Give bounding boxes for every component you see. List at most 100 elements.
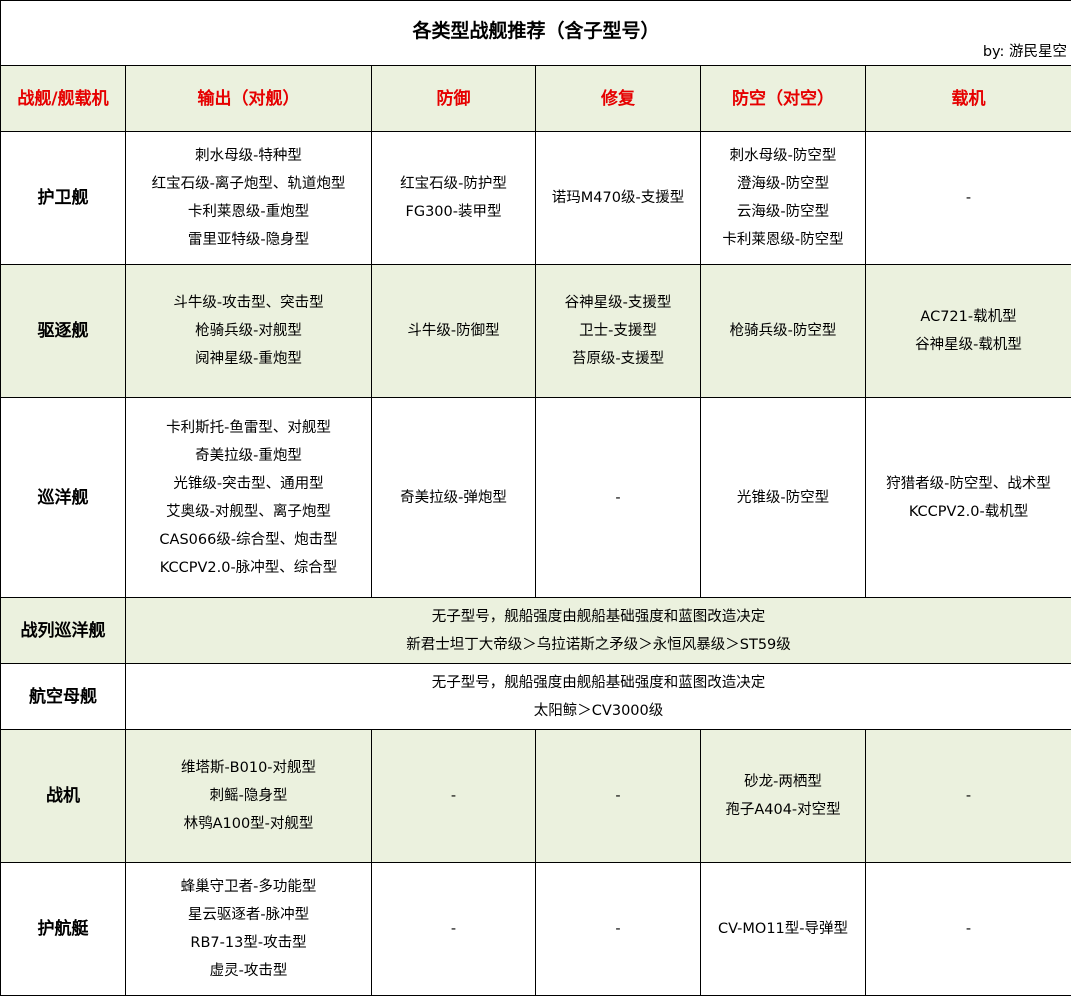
merged-cell: 无子型号，舰船强度由舰船基础强度和蓝图改造决定新君士坦丁大帝级＞乌拉诺斯之矛级＞… [124, 597, 1071, 664]
column-header: 载机 [864, 65, 1071, 132]
column-header: 修复 [535, 65, 701, 132]
row-header: 巡洋舰 [0, 397, 126, 598]
cell-line: 卡利斯托-鱼雷型、对舰型 [166, 419, 331, 436]
row-header: 航空母舰 [0, 663, 126, 730]
table-cell: - [371, 729, 536, 863]
header-row: 战舰/舰载机 输出（对舰） 防御 修复 防空（对空） 载机 [0, 65, 1071, 132]
title-cell: 各类型战舰推荐（含子型号） by: 游民星空 [0, 0, 1071, 66]
title-row: 各类型战舰推荐（含子型号） by: 游民星空 [0, 0, 1071, 66]
cell-line: - [615, 788, 621, 804]
cell-line: 虚灵-攻击型 [209, 963, 288, 979]
cell-line: 新君士坦丁大帝级＞乌拉诺斯之矛级＞永恒风暴级＞ST59级 [406, 636, 791, 653]
cell-line: 红宝石级-防护型 [400, 176, 507, 192]
table-cell: 刺水母级-特种型红宝石级-离子炮型、轨道炮型 卡利莱恩级-重炮型 雷里亚特级-隐身型 [125, 131, 372, 265]
table-cell: CV-MO11型-导弹型 [700, 862, 866, 996]
table-row: 驱逐舰 斗牛级-攻击型、突击型 枪骑兵级-对舰型 阋神星级-重炮型 斗牛级-防御型 谷神星… [0, 264, 1071, 398]
table-cell: 谷神星级-支援型 卫士-支援型 苔原级-支援型 [535, 264, 701, 398]
table-cell: AC721-载机型 谷神星级-载机型 [864, 264, 1071, 398]
cell-line: 卡利莱恩级-重炮型 [187, 204, 310, 220]
cell-line: 无子型号，舰船强度由舰船基础强度和蓝图改造决定 [431, 608, 766, 625]
table-cell: 蜂巢守卫者-多功能型 星云驱逐者-脉冲型 RB7-13型-攻击型 虚灵-攻击型 [125, 862, 372, 996]
cell-line: FG300-装甲型 [405, 204, 502, 220]
cell-line: 枪骑兵级-对舰型 [195, 323, 302, 339]
cell-line: CAS066级-综合型、炮击型 [159, 531, 338, 548]
table-row: 护卫舰 刺水母级-特种型 红宝石级-离子炮型、轨道炮型 卡利莱恩级-重炮型 雷里亚特级-… [0, 131, 1071, 265]
table-cell: - [535, 862, 701, 996]
cell-line: - [450, 788, 457, 804]
cell-line: CV-MO11型-导弹型 [717, 921, 849, 937]
table-row: 航空母舰 无子型号，舰船强度由舰船基础强度和蓝图改造决定 太阳鲸＞CV3000级 [0, 663, 1071, 730]
row-header: 战列巡洋舰 [0, 597, 126, 664]
byline: by: 游民星空 [982, 44, 1068, 60]
cell-line: 星云驱逐者-脉冲型 [187, 907, 310, 923]
cell-line: 雷里亚特级-隐身型 [187, 232, 310, 248]
cell-line: 砂龙-两栖型 [744, 774, 822, 790]
cell-line: 斗牛级-攻击型、突击型 [173, 295, 324, 311]
cell-line: - [965, 190, 972, 206]
column-header: 防空（对空） [700, 65, 866, 132]
table-cell: 狩猎者级-防空型、战术型 KCCPV2.0-载机型 [864, 397, 1071, 598]
table-cell: 卡利斯托-鱼雷型、对舰型 奇美拉级-重炮型光锥级-突击型、通用型 艾奥级-对舰型、离… [125, 397, 372, 598]
table-row: 护航艇 蜂巢守卫者-多功能型 星云驱逐者-脉冲型 RB7-13型-攻击型 虚灵-攻击型 -… [0, 862, 1071, 996]
cell-line: 诺玛M470级-支援型 [551, 190, 685, 206]
column-header: 输出（对舰） [125, 65, 372, 132]
table-row: 战列巡洋舰 无子型号，舰船强度由舰船基础强度和蓝图改造决定 新君士坦丁大帝级＞乌拉诺… [0, 597, 1071, 664]
table-cell: - [864, 862, 1071, 996]
cell-line: 维塔斯-B010-对舰型 [180, 760, 317, 776]
table-cell: - [864, 131, 1071, 265]
cell-line: - [450, 921, 457, 937]
cell-line: 苔原级-支援型 [571, 351, 665, 367]
table-cell: 光锥级-防空型 [700, 397, 866, 598]
table-cell: 维塔斯-B010-对舰型 刺鳐-隐身型 林鸮A100型-对舰型 [125, 729, 372, 863]
cell-line: 奇美拉级-弹炮型 [400, 489, 507, 506]
cell-line: 刺水母级-特种型 [195, 148, 302, 164]
table-cell: 斗牛级-防御型 [371, 264, 536, 398]
merged-cell: 无子型号，舰船强度由舰船基础强度和蓝图改造决定 太阳鲸＞CV3000级 [124, 663, 1071, 730]
cell-line: 林鸮A100型-对舰型 [183, 816, 314, 832]
table-cell: - [535, 729, 701, 863]
cell-line: - [965, 921, 972, 937]
table-cell: 砂龙-两栖型孢子A404-对空型 [700, 729, 866, 863]
cell-line: KCCPV2.0-载机型 [908, 503, 1029, 520]
table-cell: 奇美拉级-弹炮型 [371, 397, 536, 598]
cell-line: 枪骑兵级-防空型 [729, 323, 837, 339]
cell-line: 光锥级-防空型 [736, 489, 830, 506]
cell-line: 艾奥级-对舰型、离子炮型 [166, 503, 331, 520]
cell-line: 阋神星级-重炮型 [195, 351, 302, 367]
cell-line: 卫士-支援型 [579, 323, 657, 339]
cell-line: 红宝石级-离子炮型、轨道炮型 [151, 176, 346, 192]
table-cell: 枪骑兵级-防空型 [700, 264, 866, 398]
cell-line: 太阳鲸＞CV3000级 [533, 702, 664, 719]
cell-line: - [615, 921, 621, 937]
table-cell: 刺水母级-防空型 澄海级-防空型 云海级-防空型 卡利莱恩级-防空型 [700, 131, 866, 265]
table-cell: - [371, 862, 536, 996]
cell-line: 孢子A404-对空型 [725, 802, 841, 818]
table-cell: - [535, 397, 701, 598]
row-header: 护航艇 [0, 862, 126, 996]
table-cell: - [864, 729, 1071, 863]
cell-line: 斗牛级-防御型 [407, 323, 500, 339]
cell-line: 光锥级-突击型、通用型 [173, 475, 324, 492]
row-header: 驱逐舰 [0, 264, 126, 398]
row-header: 护卫舰 [0, 131, 126, 265]
cell-line: 奇美拉级-重炮型 [195, 447, 302, 464]
cell-line: - [965, 788, 972, 804]
cell-line: AC721-载机型 [920, 309, 1017, 325]
column-header: 战舰/舰载机 [0, 65, 126, 132]
cell-line: 谷神星级-载机型 [915, 337, 1022, 353]
table-cell: 红宝石级-防护型 FG300-装甲型 [371, 131, 536, 265]
cell-line: 卡利莱恩级-防空型 [722, 232, 844, 248]
cell-line: RB7-13型-攻击型 [190, 935, 307, 951]
cell-line: 云海级-防空型 [736, 204, 830, 220]
cell-line: 狩猎者级-防空型、战术型 [886, 475, 1051, 492]
table-cell: 诺玛M470级-支援型 [535, 131, 701, 265]
cell-line: 谷神星级-支援型 [564, 295, 672, 311]
table-cell: 斗牛级-攻击型、突击型 枪骑兵级-对舰型 阋神星级-重炮型 [125, 264, 372, 398]
column-header: 防御 [371, 65, 536, 132]
page-title: 各类型战舰推荐（含子型号） [412, 20, 660, 42]
cell-line: 蜂巢守卫者-多功能型 [180, 879, 317, 895]
table-row: 战机 维塔斯-B010-对舰型 刺鳐-隐身型 林鸮A100型-对舰型 - - 砂龙-两栖型孢… [0, 729, 1071, 863]
cell-line: 澄海级-防空型 [736, 176, 830, 192]
table-row: 巡洋舰 卡利斯托-鱼雷型、对舰型 奇美拉级-重炮型 光锥级-突击型、通用型 艾奥级-对舰… [0, 397, 1071, 598]
